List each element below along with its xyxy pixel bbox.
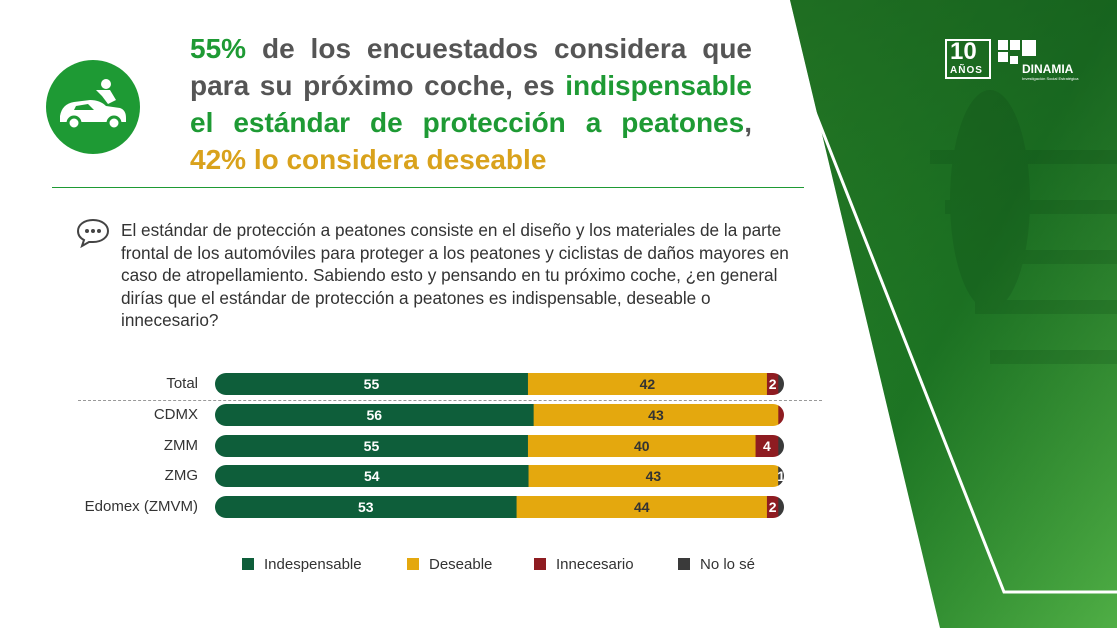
bar-segment-innecesario (755, 435, 779, 457)
survey-question: El estándar de protección a peatones con… (121, 220, 789, 331)
logo-mark (945, 39, 1036, 79)
data-label-innecesario: 2 (769, 376, 777, 392)
headline-comma: , (744, 107, 752, 138)
bar-segment-no-lo-se (778, 496, 784, 518)
row-label: Edomex (ZMVM) (84, 498, 198, 515)
legend-item-deseable: Deseable (407, 556, 492, 573)
data-label-indispensable: 54 (364, 468, 380, 484)
legend-item-indispensable: Indespensable (242, 556, 362, 573)
legend-item-innecesario: Innecesario (534, 556, 634, 573)
data-label-deseable: 44 (634, 499, 650, 515)
row-label: ZMM (163, 437, 198, 454)
headline: 55% de los encuestados considera que par… (190, 30, 752, 178)
headline-deseable: 42% lo considera deseable (190, 144, 547, 175)
legend-swatch (678, 558, 690, 570)
bar-segment-indispensable (215, 373, 529, 395)
headline-percent-indispensable: 55% (190, 33, 247, 64)
data-label-deseable: 42 (640, 376, 656, 392)
row-label: ZMG (164, 467, 198, 484)
bar-segment-no-lo-se (778, 435, 784, 457)
bar-row (215, 435, 784, 457)
pedestrian-car-icon (46, 60, 140, 154)
bar-segment-indispensable (215, 496, 518, 518)
legend-swatch (534, 558, 546, 570)
logo-tagline: Investigación Social Estratégica (1022, 76, 1079, 81)
logo-brand: DINAMIA (1022, 62, 1074, 76)
legend-swatch (407, 558, 419, 570)
legend-label: No lo sé (700, 556, 756, 573)
bar-segment-deseable (527, 435, 757, 457)
bar-segment-no-lo-se (778, 373, 784, 395)
car-pedestrian-glyph (60, 79, 126, 131)
legend-label: Deseable (429, 556, 493, 573)
row-label: CDMX (153, 406, 198, 423)
bar-segment-deseable (527, 373, 768, 395)
bar-row (215, 373, 784, 395)
legend-label: Innecesario (556, 556, 634, 573)
legend-label: Indespensable (264, 556, 362, 573)
bar-row (215, 404, 784, 426)
data-label-indispensable: 53 (358, 499, 374, 515)
data-label-deseable: 40 (634, 438, 650, 454)
chart-legend: Indespensable Deseable Innecesario No lo sé (242, 556, 842, 576)
data-label-innecesario: 2 (769, 499, 777, 515)
bar-segment-innecesario (766, 496, 779, 518)
total-separator (78, 400, 822, 401)
bar-segment-innecesario (778, 404, 784, 426)
row-label: Total (166, 375, 198, 392)
bar-row (215, 496, 784, 518)
legend-swatch (242, 558, 254, 570)
bar-segment-deseable (516, 496, 768, 518)
data-label-indispensable: 55 (364, 438, 380, 454)
data-label-no-lo-se: 1 (777, 468, 785, 484)
data-label-innecesario: 4 (763, 438, 771, 454)
bar-segment-deseable (528, 465, 779, 487)
bar-segment-no-lo-se (778, 465, 784, 487)
bar-segment-innecesario (766, 373, 779, 395)
bar-row (215, 465, 784, 487)
speech-bubble-icon (76, 218, 110, 248)
bar-segment-deseable (533, 404, 779, 426)
bar-segment-indispensable (215, 404, 535, 426)
legend-item-no-lo-se: No lo sé (678, 556, 755, 573)
data-label-indispensable: 56 (367, 407, 383, 423)
headline-text-1: de los encuestados considera que para su… (190, 33, 752, 101)
bar-segment-indispensable (215, 435, 529, 457)
header-divider (52, 187, 804, 188)
logo-years: 10 (950, 38, 977, 65)
data-label-deseable: 43 (646, 468, 662, 484)
headline-indispensable: indispensable el estándar de protección … (190, 70, 752, 138)
data-label-deseable: 43 (648, 407, 664, 423)
logo-years-word: AÑOS (950, 65, 983, 76)
bar-segment-indispensable (215, 465, 530, 487)
data-label-indispensable: 55 (364, 376, 380, 392)
